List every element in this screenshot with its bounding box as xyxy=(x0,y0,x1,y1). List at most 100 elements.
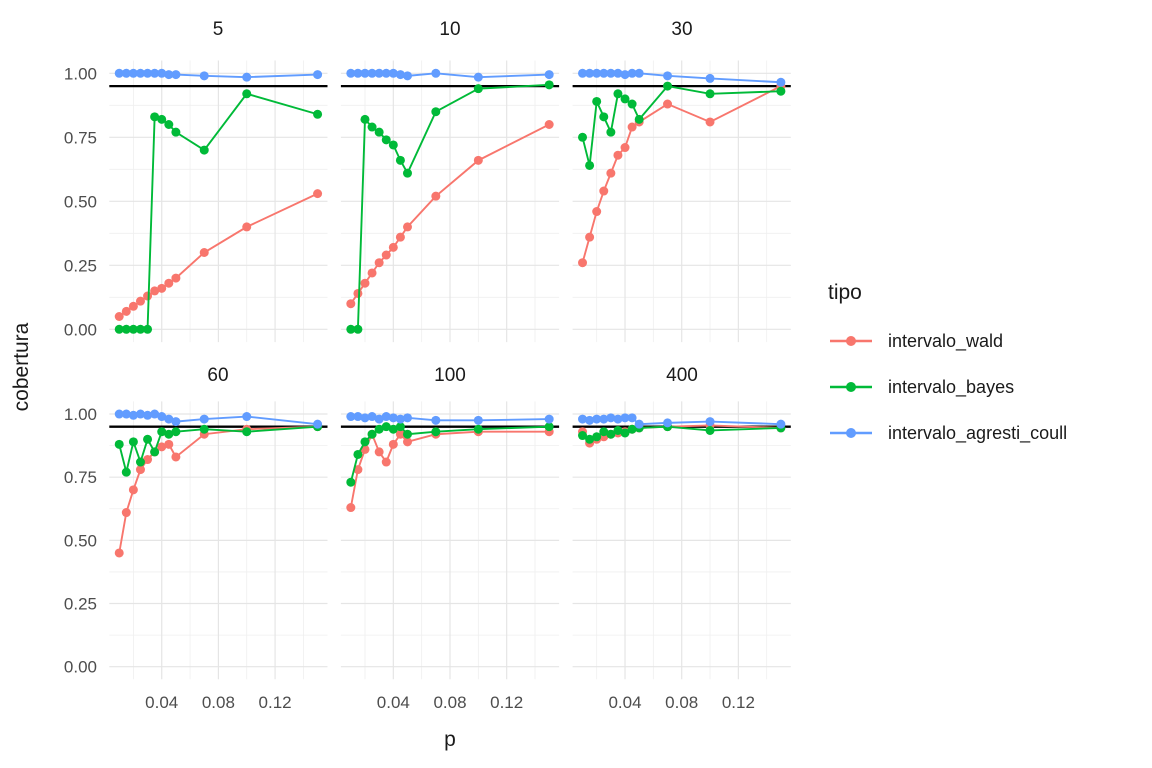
data-point xyxy=(381,457,391,467)
data-point xyxy=(395,155,405,165)
svg-text:0.50: 0.50 xyxy=(64,531,97,550)
data-point xyxy=(381,250,391,260)
data-point xyxy=(199,145,209,155)
data-point xyxy=(402,222,412,232)
data-point xyxy=(121,508,131,518)
series-intervalo_bayes-facet-100 xyxy=(346,422,554,487)
data-point xyxy=(143,410,153,420)
series-intervalo_bayes-facet-5 xyxy=(114,89,323,334)
data-point xyxy=(544,414,554,424)
facet-label-100: 100 xyxy=(434,365,466,386)
data-point xyxy=(395,70,405,80)
data-point xyxy=(592,207,602,217)
data-point xyxy=(599,414,609,424)
data-point xyxy=(157,114,167,124)
data-point xyxy=(353,68,363,78)
facet-panel-5 xyxy=(109,60,328,343)
data-point xyxy=(388,242,398,252)
data-point xyxy=(606,68,616,78)
x-axis-tick-labels: 0.04 0.08 0.12 0.04 0.08 0.12 0.04 0.08 0.12 xyxy=(145,693,755,712)
data-point xyxy=(705,73,715,83)
data-point xyxy=(627,68,637,78)
data-point xyxy=(346,68,356,78)
data-point xyxy=(613,68,623,78)
data-point xyxy=(121,467,131,477)
svg-text:0.50: 0.50 xyxy=(64,192,97,211)
data-point xyxy=(663,81,673,91)
data-point xyxy=(360,437,370,447)
data-point xyxy=(613,150,623,160)
facet-label-10: 10 xyxy=(439,19,461,40)
data-point xyxy=(114,68,124,78)
legend-key-line-dot-icon xyxy=(830,382,872,392)
legend-item-agresti-coull: intervalo_agresti_coull xyxy=(828,422,1148,444)
data-point xyxy=(353,449,363,459)
data-point xyxy=(114,439,124,449)
data-point xyxy=(157,427,167,437)
data-point xyxy=(620,143,630,153)
facet-panel-60 xyxy=(109,401,328,680)
data-point xyxy=(395,422,405,432)
data-point xyxy=(135,465,145,475)
data-point xyxy=(114,312,124,321)
data-point xyxy=(242,72,252,82)
data-point xyxy=(171,273,181,283)
data-point xyxy=(381,422,391,432)
data-point xyxy=(121,409,131,419)
data-point xyxy=(634,114,644,124)
data-point xyxy=(367,268,377,278)
data-point xyxy=(157,412,167,422)
data-point xyxy=(544,120,554,129)
data-point xyxy=(313,70,323,80)
data-point xyxy=(705,417,715,427)
data-point xyxy=(114,324,124,334)
legend-label: intervalo_bayes xyxy=(888,377,1015,397)
series-intervalo_wald-facet-10 xyxy=(346,120,554,309)
data-point xyxy=(402,413,412,423)
data-point xyxy=(171,452,181,462)
data-point xyxy=(313,109,323,119)
data-point xyxy=(634,68,644,78)
data-point xyxy=(627,122,637,132)
data-point xyxy=(164,120,174,129)
data-point xyxy=(585,232,595,242)
data-point xyxy=(121,306,131,316)
data-point xyxy=(620,428,630,438)
data-point xyxy=(599,112,609,122)
series-intervalo_bayes-facet-10 xyxy=(346,80,554,334)
data-point xyxy=(164,70,174,80)
data-point xyxy=(388,413,398,423)
data-point xyxy=(402,71,412,81)
legend-item-wald: intervalo_wald xyxy=(828,330,1148,352)
data-point xyxy=(599,427,609,437)
data-point xyxy=(402,429,412,439)
data-point xyxy=(128,485,138,495)
data-point xyxy=(360,278,370,288)
svg-text:0.25: 0.25 xyxy=(64,595,97,614)
data-point xyxy=(431,427,441,437)
data-point xyxy=(150,112,160,122)
data-point xyxy=(242,412,252,422)
x-axis-title: p xyxy=(444,728,456,751)
data-point xyxy=(150,286,160,296)
svg-text:0.75: 0.75 xyxy=(64,128,97,147)
data-point xyxy=(627,99,637,109)
data-point xyxy=(374,258,384,268)
data-point xyxy=(395,429,405,439)
data-point xyxy=(620,94,630,104)
legend-item-bayes: intervalo_bayes xyxy=(828,376,1148,398)
data-point xyxy=(353,465,363,475)
series-intervalo_wald-facet-5 xyxy=(114,189,323,321)
data-point xyxy=(242,89,252,99)
data-point xyxy=(544,70,554,80)
data-point xyxy=(381,135,391,145)
series-line xyxy=(118,425,318,473)
data-point xyxy=(627,424,637,434)
data-point xyxy=(121,68,131,78)
data-point xyxy=(431,191,441,201)
data-point xyxy=(592,414,602,424)
data-point xyxy=(135,324,145,334)
series-intervalo_bayes-facet-30 xyxy=(578,81,786,170)
